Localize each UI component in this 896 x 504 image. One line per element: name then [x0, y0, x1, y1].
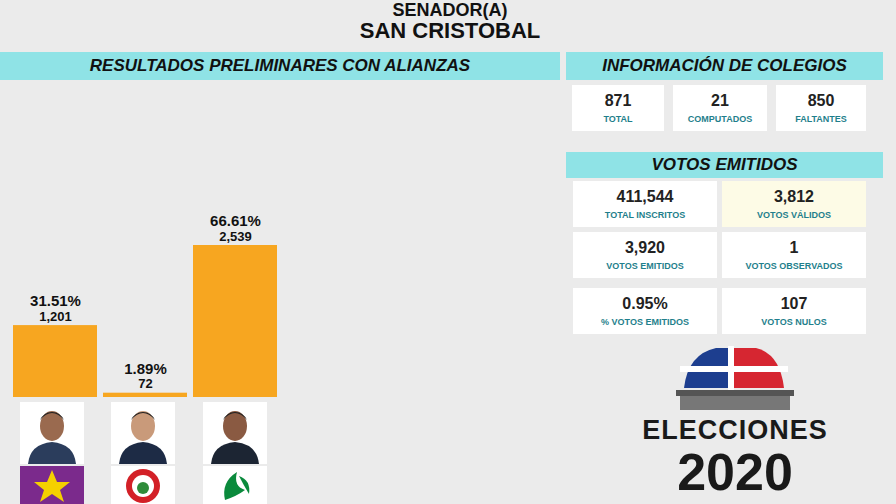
- html-text:FALTANTES: FALTANTES: [795, 114, 847, 124]
- html-text:VOTOS NULOS: VOTOS NULOS: [761, 317, 827, 327]
- html-text:0.95%: 0.95%: [622, 295, 668, 312]
- html-text:2020: 2020: [677, 443, 793, 501]
- html-text:INFORMACIÓN DE COLEGIOS: INFORMACIÓN DE COLEGIOS: [602, 56, 847, 75]
- html-text:21: 21: [711, 92, 729, 109]
- svg-text:1.89%1.89: 1.89%1.89: [124, 360, 167, 377]
- html-text:871: 871: [604, 92, 632, 109]
- svg-text:66.61%66.61: 66.61%66.61: [210, 212, 261, 229]
- svg-text:72: 72: [138, 376, 152, 391]
- svg-text:31.51%31.51: 31.51%31.51: [30, 292, 81, 309]
- html-text:107: 107: [780, 295, 808, 312]
- html-text:VOTOS OBSERVADOS: VOTOS OBSERVADOS: [745, 261, 843, 271]
- html-text:3,812: 3,812: [774, 188, 814, 205]
- html-text:TOTAL: TOTAL: [603, 114, 633, 124]
- html-text:SAN CRISTOBAL: SAN CRISTOBAL: [359, 18, 541, 43]
- svg-text:2,539: 2,539: [219, 229, 252, 244]
- html-text:COMPUTADOS: COMPUTADOS: [687, 114, 753, 124]
- svg-text:1,201: 1,201: [39, 309, 72, 324]
- html-text:3,920: 3,920: [625, 239, 665, 256]
- html-text:ELECCIONES: ELECCIONES: [642, 415, 828, 445]
- html-text:VOTOS EMITIDOS: VOTOS EMITIDOS: [606, 261, 684, 271]
- html-text:TOTAL INSCRITOS: TOTAL INSCRITOS: [604, 210, 686, 220]
- html-text:VOTOS EMITIDOS: VOTOS EMITIDOS: [651, 155, 798, 174]
- html-text:RESULTADOS PRELIMINARES CON AL: RESULTADOS PRELIMINARES CON ALIANZAS: [89, 56, 471, 75]
- html-text:850: 850: [807, 92, 835, 109]
- html-text:411,544: 411,544: [616, 188, 674, 205]
- html-text:VOTOS VÁLIDOS: VOTOS VÁLIDOS: [757, 210, 831, 220]
- html-text:% VOTOS EMITIDOS: % VOTOS EMITIDOS: [601, 317, 689, 327]
- html-text:SENADOR(A): SENADOR(A): [392, 0, 508, 20]
- html-text:1: 1: [789, 239, 799, 256]
